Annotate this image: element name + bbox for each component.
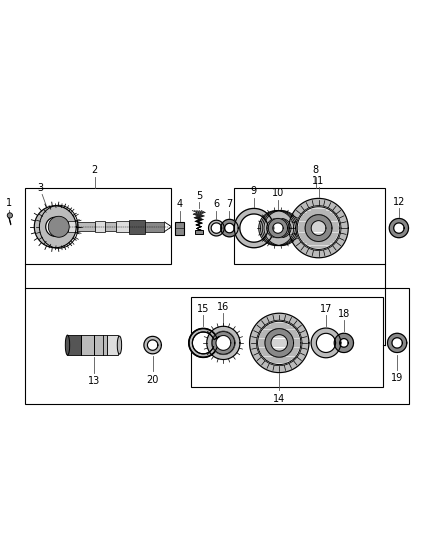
Polygon shape bbox=[212, 332, 235, 354]
Polygon shape bbox=[189, 328, 217, 357]
Bar bbox=[106, 222, 117, 231]
Bar bbox=[25, 288, 409, 404]
Polygon shape bbox=[388, 333, 407, 352]
Text: 10: 10 bbox=[272, 188, 284, 198]
Text: 9: 9 bbox=[251, 186, 257, 196]
Bar bbox=[195, 230, 203, 234]
Text: 13: 13 bbox=[88, 376, 100, 386]
Text: 2: 2 bbox=[92, 165, 98, 175]
Ellipse shape bbox=[65, 335, 70, 355]
Polygon shape bbox=[311, 328, 341, 358]
Bar bbox=[68, 221, 77, 232]
Text: 12: 12 bbox=[393, 197, 405, 207]
Text: 4: 4 bbox=[177, 199, 183, 209]
Bar bbox=[77, 222, 95, 231]
Polygon shape bbox=[208, 220, 224, 236]
Bar bbox=[95, 221, 106, 232]
Bar bbox=[94, 335, 107, 355]
Polygon shape bbox=[262, 211, 297, 246]
Polygon shape bbox=[268, 219, 288, 238]
Polygon shape bbox=[221, 220, 238, 237]
Text: 11: 11 bbox=[312, 176, 325, 186]
Bar bbox=[107, 335, 118, 355]
Text: 8: 8 bbox=[313, 165, 319, 175]
Text: 19: 19 bbox=[391, 374, 403, 383]
Text: 5: 5 bbox=[196, 191, 202, 200]
Ellipse shape bbox=[117, 336, 122, 354]
Circle shape bbox=[48, 216, 69, 237]
Text: 20: 20 bbox=[146, 375, 159, 385]
Polygon shape bbox=[297, 207, 340, 249]
Polygon shape bbox=[144, 336, 161, 354]
Text: 18: 18 bbox=[338, 309, 350, 319]
Polygon shape bbox=[258, 321, 301, 365]
Polygon shape bbox=[334, 333, 353, 352]
Polygon shape bbox=[265, 329, 293, 357]
Polygon shape bbox=[305, 215, 332, 241]
Bar bbox=[175, 222, 184, 235]
Bar bbox=[117, 221, 130, 232]
Bar bbox=[67, 335, 81, 355]
Polygon shape bbox=[234, 208, 274, 248]
Circle shape bbox=[50, 222, 60, 232]
Polygon shape bbox=[259, 211, 293, 246]
Bar bbox=[81, 335, 94, 355]
Text: 15: 15 bbox=[197, 304, 209, 314]
Text: 6: 6 bbox=[213, 199, 219, 209]
Polygon shape bbox=[207, 326, 240, 359]
Bar bbox=[25, 188, 171, 264]
Bar bbox=[234, 188, 385, 264]
Polygon shape bbox=[261, 211, 295, 246]
Bar bbox=[145, 222, 164, 231]
Polygon shape bbox=[289, 198, 348, 258]
Text: 16: 16 bbox=[217, 302, 230, 312]
Bar bbox=[63, 222, 68, 231]
Text: 7: 7 bbox=[226, 199, 233, 209]
Polygon shape bbox=[34, 206, 76, 248]
Text: 17: 17 bbox=[320, 304, 332, 313]
Bar bbox=[191, 297, 383, 386]
Text: 1: 1 bbox=[6, 198, 12, 207]
Polygon shape bbox=[389, 219, 409, 238]
Polygon shape bbox=[264, 211, 299, 246]
Circle shape bbox=[7, 213, 12, 218]
Text: 3: 3 bbox=[37, 183, 43, 193]
Polygon shape bbox=[250, 313, 309, 373]
Text: 14: 14 bbox=[273, 393, 286, 403]
Bar bbox=[130, 220, 145, 234]
